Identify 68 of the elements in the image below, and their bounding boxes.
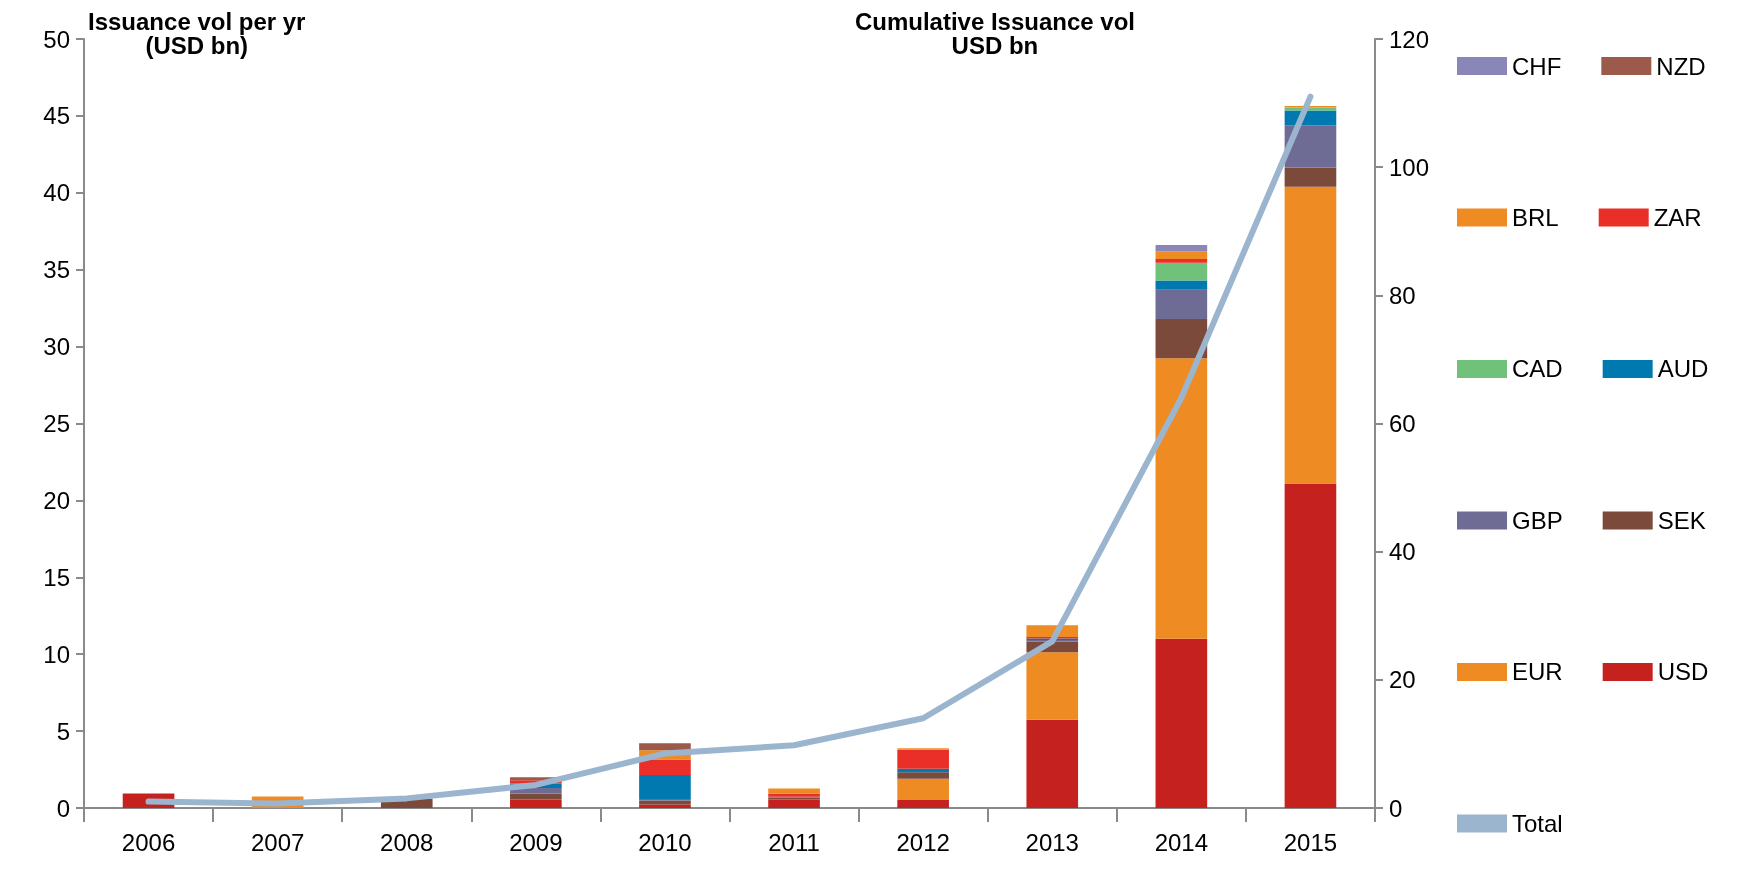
x-tick-label: 2011 (768, 828, 820, 856)
legend-label: Total (1512, 809, 1563, 837)
bar (1284, 186, 1337, 484)
bar (1026, 652, 1079, 720)
x-tick-label: 2008 (380, 828, 434, 856)
bar (510, 793, 562, 800)
bar (1155, 251, 1208, 259)
x-tick-label: 2014 (1154, 828, 1209, 856)
y-tick-label: 20 (43, 486, 70, 514)
y2-tick-label: 100 (1389, 153, 1430, 181)
x-tick-label: 2010 (638, 828, 692, 856)
bar (768, 799, 820, 808)
bar (1155, 289, 1208, 319)
legend-label: CAD (1512, 355, 1563, 383)
y-tick-label: 10 (43, 640, 70, 668)
y-tick-label: 0 (56, 794, 70, 822)
bar (1155, 262, 1208, 281)
y2-tick-label: 60 (1389, 410, 1416, 437)
y2-tick-label: 80 (1389, 281, 1416, 309)
bar (639, 759, 691, 775)
bar (639, 800, 691, 805)
bar (1155, 638, 1208, 808)
y-tick-label: 30 (43, 333, 70, 361)
bar (897, 749, 949, 769)
bar (639, 804, 691, 808)
bar (897, 778, 949, 800)
bar (639, 743, 691, 751)
bar (897, 800, 949, 808)
bar (510, 799, 562, 808)
x-tick-label: 2012 (896, 828, 950, 856)
x-tick-label: 2007 (250, 828, 305, 856)
bar (1155, 358, 1208, 639)
y-tick-label: 35 (43, 256, 70, 284)
y-tick-label: 5 (56, 717, 70, 745)
legend-label: AUD (1657, 355, 1709, 383)
bar (768, 788, 820, 794)
y-tick-label: 45 (43, 102, 70, 130)
bar (1026, 719, 1079, 808)
y2-axis-title: Cumulative Issuance vol USD bn (854, 7, 1135, 59)
x-tick-label: 2015 (1283, 828, 1338, 856)
y-tick-label: 15 (43, 563, 70, 591)
bar (639, 774, 691, 799)
x-tick-label: 2009 (509, 828, 563, 856)
y-tick-label: 50 (43, 25, 70, 53)
legend-label: NZD (1656, 52, 1706, 80)
y2-tick-label: 120 (1389, 25, 1430, 53)
bar (1155, 280, 1208, 290)
x-tick-label: 2013 (1025, 828, 1079, 856)
legend-label: ZAR (1653, 203, 1702, 231)
legend-label: EUR (1512, 658, 1563, 686)
bar (897, 772, 949, 779)
legend-label: SEK (1657, 506, 1706, 534)
bar (1284, 483, 1337, 808)
legend-label: GBP (1512, 506, 1563, 534)
y2-tick-label: 20 (1389, 666, 1416, 694)
legend-label: BRL (1512, 203, 1559, 231)
y-tick-label: 25 (43, 410, 70, 437)
bar (1284, 167, 1337, 187)
y-axis-title: Issuance vol per yr (USD bn) (87, 7, 306, 59)
x-tick-label: 2006 (121, 828, 176, 856)
legend-label: CHF (1512, 52, 1562, 80)
legend-label: USD (1657, 658, 1709, 686)
bar (1155, 245, 1208, 252)
y-tick-label: 40 (43, 179, 70, 207)
bar (1155, 318, 1208, 359)
bar (1155, 258, 1208, 263)
y2-tick-label: 40 (1389, 538, 1416, 566)
y2-tick-label: 0 (1389, 794, 1403, 822)
